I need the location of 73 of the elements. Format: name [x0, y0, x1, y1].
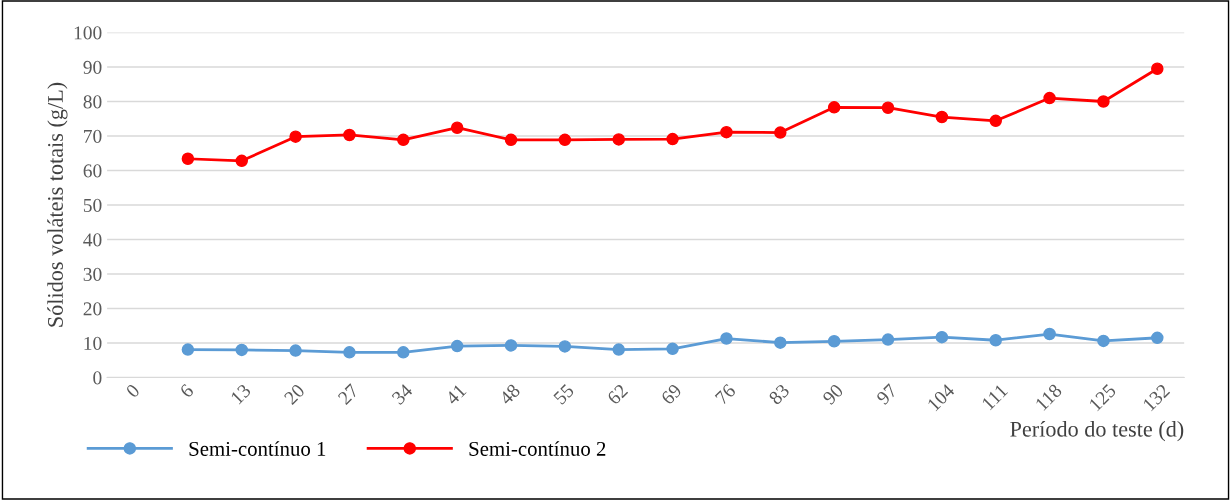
- point: [720, 125, 733, 139]
- y-tick-label: 100: [74, 26, 102, 40]
- point: [1097, 95, 1110, 108]
- y-tick-label: 20: [83, 302, 102, 316]
- y-tick-label: 70: [84, 129, 102, 143]
- point: [827, 335, 841, 348]
- point: [558, 133, 572, 147]
- point: [720, 332, 733, 345]
- x-tick-label: 55: [553, 383, 575, 405]
- point: [612, 133, 625, 146]
- x-tick-label: 20: [283, 383, 306, 406]
- point: [504, 133, 518, 147]
- point: [666, 132, 679, 146]
- y-tick-label: 60: [83, 164, 102, 178]
- point: [450, 121, 464, 134]
- point: [397, 133, 410, 147]
- point: [397, 346, 410, 359]
- x-tick-label: 97: [875, 383, 898, 406]
- x-tick-label: 118: [1034, 383, 1063, 411]
- x-tick-label: 34: [391, 383, 414, 406]
- x-tick-label: 13: [230, 383, 252, 405]
- point: [612, 343, 625, 356]
- point: [1043, 327, 1056, 341]
- y-tick-label: 90: [83, 60, 102, 74]
- point: [504, 339, 518, 352]
- y-tick-label: 50: [83, 198, 102, 212]
- y-tick-label: 80: [83, 95, 102, 109]
- legend-label: Semi-contínuo 1: [189, 441, 326, 456]
- point: [289, 130, 302, 143]
- point: [181, 152, 195, 166]
- x-tick-label: 27: [337, 383, 360, 406]
- point: [1151, 62, 1164, 75]
- point: [935, 330, 949, 344]
- legend-label: Semi-contínuo 2: [469, 441, 606, 456]
- point: [235, 343, 248, 357]
- x-tick-label: 41: [444, 383, 467, 406]
- x-tick-label: 90: [821, 383, 844, 406]
- x-tick-label: 125: [1088, 383, 1117, 412]
- point: [1097, 334, 1110, 348]
- point: [827, 101, 841, 114]
- point: [774, 126, 787, 139]
- x-tick-label: 104: [926, 382, 956, 412]
- point: [181, 343, 195, 356]
- x-tick-label: 6: [179, 383, 195, 399]
- point: [881, 101, 895, 114]
- y-tick-label: 10: [84, 336, 102, 350]
- x-tick-label: 132: [1142, 383, 1171, 412]
- point: [935, 110, 949, 124]
- point: [1151, 331, 1164, 345]
- x-tick-label: 76: [714, 383, 737, 405]
- x-tick-label: 0: [125, 383, 141, 399]
- point: [289, 344, 302, 357]
- y-tick-label: 40: [83, 233, 102, 247]
- x-tick-label: 83: [768, 383, 791, 406]
- x-tick-label: 111: [981, 383, 1008, 411]
- y-tick-label: 0: [93, 371, 102, 385]
- point: [666, 342, 679, 356]
- point: [558, 340, 572, 353]
- y-axis-title: Sólidos voláteis totais (g/L): [47, 82, 68, 327]
- point: [343, 346, 356, 359]
- x-axis-title: Período do teste (d): [1010, 421, 1184, 442]
- point: [989, 114, 1002, 128]
- point: [989, 333, 1002, 347]
- point: [343, 128, 356, 142]
- x-tick-label: 48: [498, 383, 521, 406]
- point: [1043, 91, 1056, 105]
- point: [450, 339, 464, 353]
- x-tick-label: 69: [660, 383, 683, 406]
- x-tick-label: 62: [606, 383, 629, 406]
- y-tick-label: 30: [83, 267, 102, 281]
- point: [235, 154, 248, 168]
- point: [774, 336, 787, 349]
- point: [881, 333, 895, 346]
